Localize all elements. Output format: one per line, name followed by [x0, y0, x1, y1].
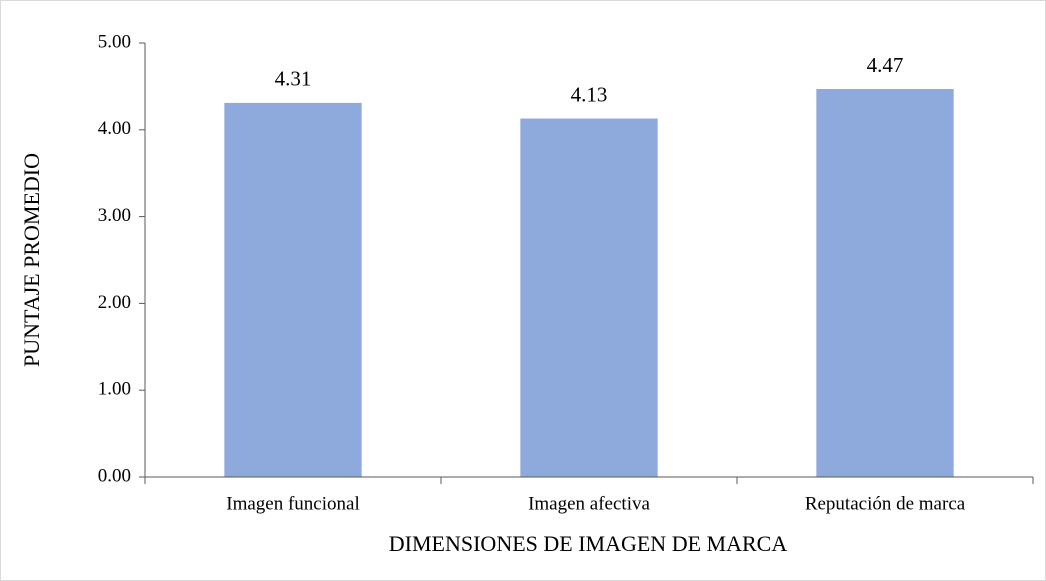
- x-tick-label: Reputación de marca: [805, 493, 966, 514]
- y-tick-label: 1.00: [98, 379, 131, 400]
- bar: [816, 89, 954, 477]
- data-label: 4.31: [275, 67, 312, 91]
- y-tick-label: 0.00: [98, 465, 131, 486]
- data-label: 4.13: [571, 82, 608, 106]
- y-axis-title: PUNTAJE PROMEDIO: [19, 153, 44, 367]
- y-tick-label: 5.00: [98, 31, 131, 52]
- y-tick-label: 2.00: [98, 292, 131, 313]
- x-axis-title: DIMENSIONES DE IMAGEN DE MARCA: [389, 531, 788, 556]
- x-tick-label: Imagen afectiva: [528, 493, 650, 514]
- bar: [520, 118, 658, 478]
- bar: [224, 102, 362, 477]
- y-tick-label: 4.00: [98, 118, 131, 139]
- y-tick-label: 3.00: [98, 205, 131, 226]
- x-tick-label: Imagen funcional: [226, 493, 359, 514]
- data-label: 4.47: [867, 53, 904, 77]
